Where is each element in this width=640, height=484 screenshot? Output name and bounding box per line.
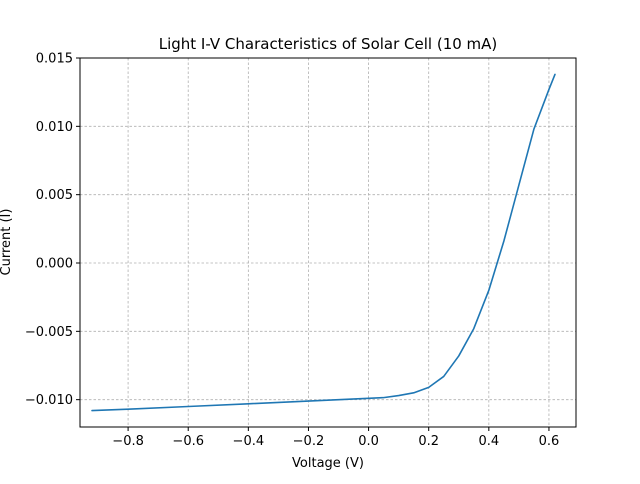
x-tick-label: −0.6 <box>172 434 204 449</box>
x-tick-label: 0.4 <box>478 434 499 449</box>
x-axis-label: Voltage (V) <box>292 456 364 471</box>
x-tick-label: −0.2 <box>293 434 325 449</box>
y-tick-label: 0.015 <box>36 52 73 67</box>
plot-frame <box>79 57 577 428</box>
x-axis: −0.8 −0.6 −0.4 −0.2 0.0 0.2 0.4 0.6 <box>112 427 559 449</box>
y-tick-label: 0.000 <box>36 257 73 272</box>
y-tick-label: 0.010 <box>36 120 73 135</box>
y-tick-label: −0.010 <box>25 393 73 408</box>
x-tick-label: 0.6 <box>539 434 560 449</box>
series-layer <box>91 73 556 412</box>
y-axis-label: Current (I) <box>0 209 14 276</box>
chart-title: Light I-V Characteristics of Solar Cell … <box>159 35 498 53</box>
x-tick-label: −0.4 <box>233 434 265 449</box>
x-tick-label: 0.2 <box>418 434 439 449</box>
x-tick-label: −0.8 <box>112 434 144 449</box>
y-axis: −0.010 −0.005 0.000 0.005 0.010 0.015 <box>25 52 80 408</box>
y-tick-label: −0.005 <box>25 325 73 340</box>
y-tick-label: 0.005 <box>36 188 73 203</box>
series-line-0 <box>91 73 556 412</box>
x-tick-label: 0.0 <box>358 434 379 449</box>
